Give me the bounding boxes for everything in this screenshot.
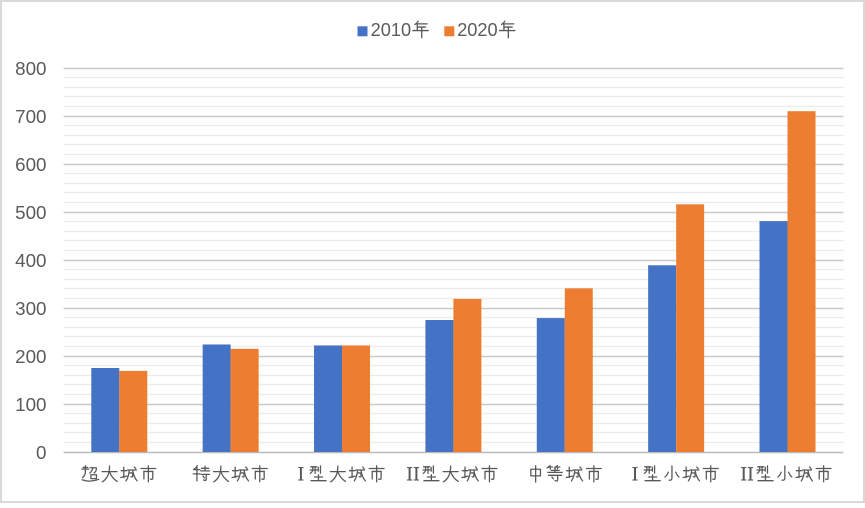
svg-text:100: 100: [15, 394, 46, 415]
svg-text:400: 400: [15, 250, 46, 271]
svg-text:500: 500: [15, 202, 46, 223]
svg-text:2020: 2020: [457, 20, 497, 40]
svg-text:200: 200: [15, 346, 46, 367]
svg-text:2010: 2010: [371, 20, 411, 40]
svg-text:800: 800: [15, 58, 46, 79]
svg-text:700: 700: [15, 106, 46, 127]
svg-text:300: 300: [15, 298, 46, 319]
svg-text:0: 0: [36, 442, 46, 463]
svg-text:600: 600: [15, 154, 46, 175]
